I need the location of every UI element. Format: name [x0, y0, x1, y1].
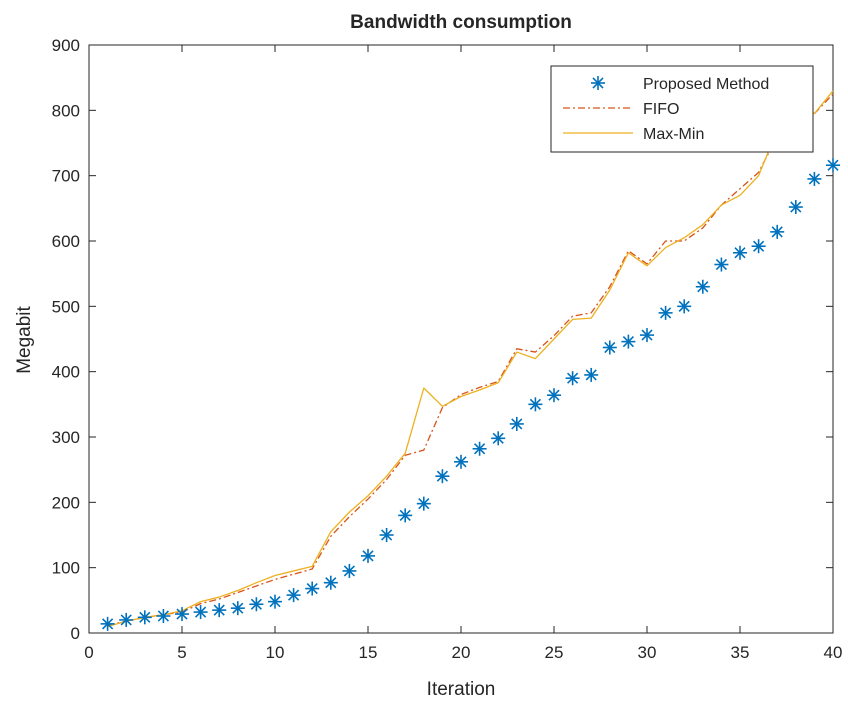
point-proposed-method: [416, 496, 431, 511]
point-proposed-method: [584, 367, 599, 382]
legend-label-fifo: FIFO: [643, 101, 679, 118]
point-proposed-method: [454, 454, 468, 469]
series-line-fifo: [107, 93, 834, 626]
y-tick-label: 700: [52, 167, 80, 186]
y-tick-label: 600: [52, 232, 80, 251]
point-proposed-method: [305, 581, 320, 596]
point-proposed-method: [398, 508, 413, 523]
y-tick-label: 0: [71, 624, 80, 643]
point-proposed-method: [472, 441, 487, 456]
point-proposed-method: [175, 607, 189, 622]
x-tick-label: 35: [731, 643, 750, 662]
x-tick-label: 0: [84, 643, 93, 662]
point-proposed-method: [249, 597, 264, 612]
y-tick-label: 100: [52, 559, 80, 578]
point-proposed-method: [379, 528, 394, 542]
series-line-max-min: [107, 90, 834, 628]
point-proposed-method: [193, 605, 208, 620]
point-proposed-method: [658, 305, 673, 320]
y-tick-label: 200: [52, 493, 80, 512]
point-proposed-method: [156, 609, 171, 624]
point-proposed-method: [435, 469, 450, 484]
point-proposed-method: [788, 200, 803, 215]
point-proposed-method: [714, 257, 729, 272]
y-axis-label: Megabit: [14, 305, 35, 373]
point-proposed-method: [807, 171, 822, 186]
point-proposed-method: [733, 245, 747, 260]
point-proposed-method: [547, 388, 561, 403]
legend: Proposed Method FIFO Max-Min: [550, 65, 814, 153]
point-proposed-method: [509, 416, 524, 431]
point-proposed-method: [342, 563, 357, 578]
point-proposed-method: [137, 610, 152, 625]
point-proposed-method: [640, 328, 654, 343]
point-proposed-method: [528, 397, 543, 412]
y-tick-label: 900: [52, 36, 80, 55]
legend-marker-proposed-method: [591, 76, 605, 90]
point-proposed-method: [695, 279, 710, 294]
point-proposed-method: [770, 224, 785, 239]
point-proposed-method: [100, 616, 115, 631]
point-proposed-method: [491, 431, 506, 446]
point-proposed-method: [361, 548, 375, 563]
point-proposed-method: [621, 334, 636, 349]
point-proposed-method: [602, 340, 617, 355]
y-tick-label: 300: [52, 428, 80, 447]
y-tick-label: 500: [52, 297, 80, 316]
x-tick-label: 30: [638, 643, 657, 662]
x-tick-label: 25: [545, 643, 564, 662]
point-proposed-method: [212, 603, 227, 618]
x-tick-label: 15: [359, 643, 378, 662]
point-proposed-method: [268, 594, 282, 609]
legend-label-proposed-method: Proposed Method: [643, 76, 769, 93]
chart-title: Bandwidth consumption: [350, 12, 572, 33]
point-proposed-method: [751, 239, 766, 254]
point-proposed-method: [677, 299, 692, 314]
x-axis-label: Iteration: [427, 679, 496, 700]
x-tick-label: 20: [452, 643, 471, 662]
point-proposed-method: [230, 601, 245, 616]
y-tick-label: 400: [52, 363, 80, 382]
point-proposed-method: [119, 612, 134, 627]
x-tick-label: 5: [177, 643, 186, 662]
point-proposed-method: [286, 588, 301, 603]
x-tick-label: 10: [266, 643, 285, 662]
legend-label-max-min: Max-Min: [643, 126, 704, 143]
y-tick-label: 800: [52, 101, 80, 120]
point-proposed-method: [826, 158, 840, 173]
point-proposed-method: [323, 575, 338, 590]
x-tick-label: 40: [824, 643, 843, 662]
point-proposed-method: [565, 371, 580, 386]
